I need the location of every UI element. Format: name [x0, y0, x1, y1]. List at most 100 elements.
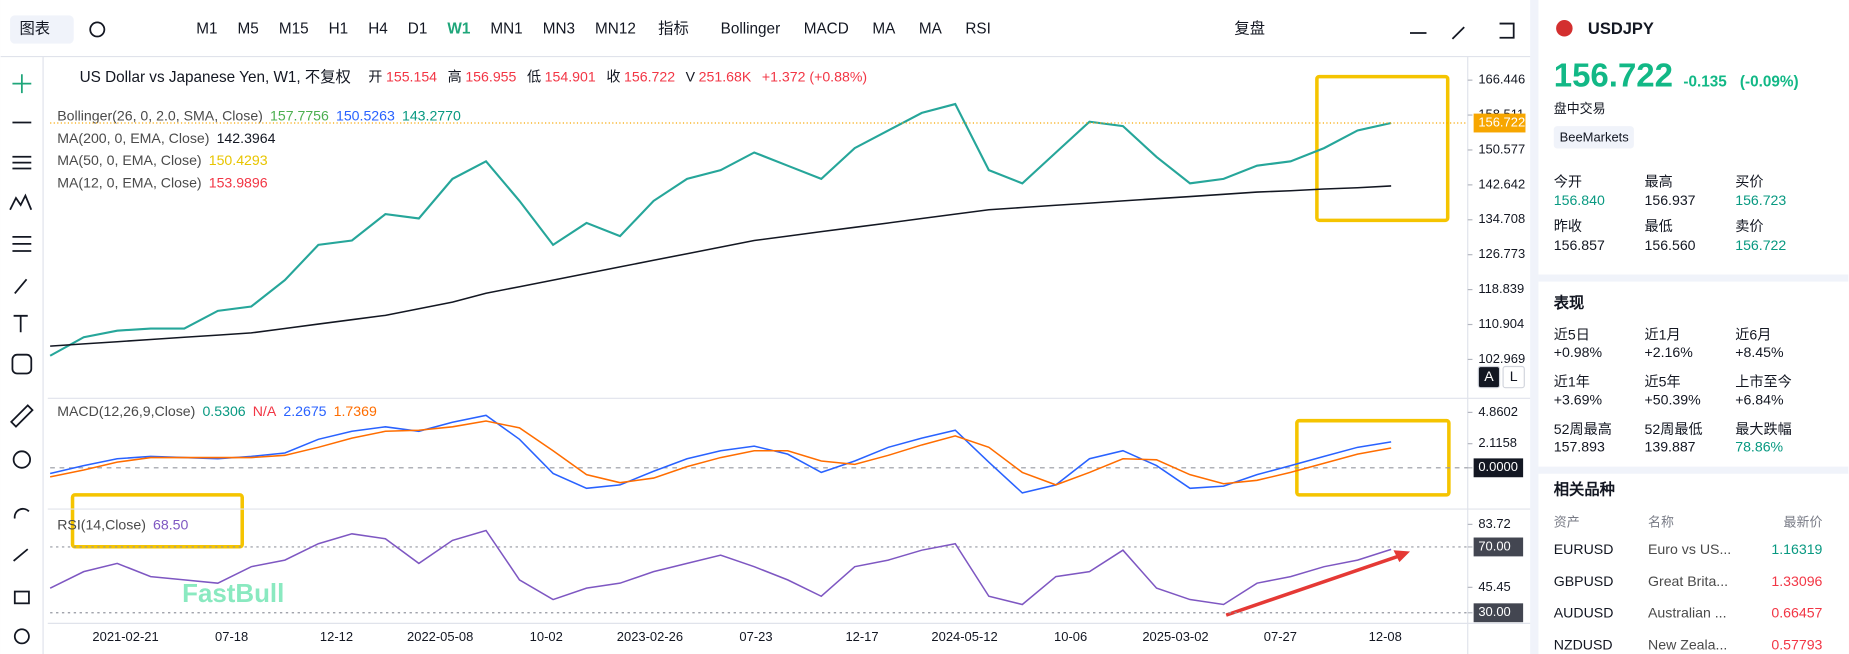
study-value: 150.4293	[209, 152, 268, 168]
delete-tool[interactable]	[13, 628, 30, 645]
timeframe-button[interactable]: MN12	[595, 21, 636, 38]
chart-menu[interactable]	[10, 15, 74, 44]
text-tool[interactable]	[13, 314, 28, 333]
y-tick-label: 70.00	[1478, 538, 1510, 553]
chart-menu-label: 图表	[20, 21, 51, 38]
scale-button[interactable]	[1502, 365, 1525, 389]
symbol: USDJPY	[1588, 20, 1654, 38]
ruler-tool[interactable]	[10, 404, 34, 428]
hide-tool[interactable]	[13, 548, 29, 562]
timeframe-button[interactable]: H4	[368, 21, 388, 38]
pattern-tool[interactable]	[9, 193, 33, 211]
timeframe-button[interactable]: W1	[447, 21, 470, 38]
y-tick-label: 166.446	[1478, 72, 1525, 87]
brush-tool[interactable]	[14, 278, 28, 294]
replay-button[interactable]: 复盘	[1234, 20, 1265, 38]
left-tools	[9, 21, 1515, 645]
related-price: 0.66457	[1771, 605, 1822, 621]
quote-label: 今开	[1554, 173, 1582, 189]
ohlc-label: 低	[527, 69, 541, 85]
indicator-button[interactable]: MA	[919, 21, 943, 38]
scale-button-label: A	[1484, 368, 1494, 384]
search-icon[interactable]	[89, 21, 106, 38]
timeframe-button[interactable]: M5	[238, 21, 259, 38]
perf-label: 近1月	[1644, 327, 1680, 343]
indicator-button[interactable]: MA	[872, 21, 896, 38]
related-name: Euro vs US...	[1648, 541, 1731, 557]
trend-arrow	[1225, 552, 1406, 617]
y-tick-label: 142.642	[1478, 176, 1525, 191]
perf-label: 52周最低	[1644, 421, 1702, 437]
study-value: N/A	[253, 403, 277, 419]
y-tick-label: 4.8602	[1478, 404, 1518, 419]
zoom-tool[interactable]	[12, 450, 31, 469]
timeframe-button[interactable]: M1	[196, 21, 217, 38]
series-line	[49, 420, 1392, 486]
chart-panel	[0, 0, 1531, 654]
quote-value: 156.857	[1554, 237, 1605, 253]
y-tick-label: 126.773	[1478, 246, 1525, 261]
table-header: 资产	[1554, 515, 1580, 530]
x-tick-label: 12-08	[1369, 629, 1402, 644]
price-change-pct: (-0.09%)	[1740, 74, 1799, 91]
study-name: MA(50, 0, EMA, Close)	[57, 152, 201, 168]
y-tick-label: 0.0000	[1478, 459, 1518, 474]
related-asset: NZDUSD	[1554, 636, 1613, 652]
study-name: MACD(12,26,9,Close)	[57, 403, 195, 419]
toolbar-icons[interactable]	[1409, 22, 1515, 40]
perf-label: 近5日	[1554, 327, 1590, 343]
last-price-label: 156.722	[1478, 114, 1525, 129]
timeframe-button[interactable]: D1	[408, 21, 428, 38]
quote-value: 156.840	[1554, 192, 1605, 208]
indicator-button[interactable]: Bollinger	[721, 21, 781, 38]
section-title: 表现	[1554, 294, 1585, 312]
indicators-button[interactable]: 指标	[658, 21, 689, 38]
study-name: Bollinger(26, 0, 2.0, SMA, Close)	[57, 107, 263, 123]
x-tick-label: 10-06	[1054, 629, 1087, 644]
x-tick-label: 2021-02-21	[92, 629, 158, 644]
ohlc-label: 开	[368, 69, 382, 85]
emoji-tool[interactable]	[11, 353, 33, 375]
crosshair-tool[interactable]	[12, 74, 32, 94]
quote-value: 156.723	[1735, 192, 1786, 208]
indicator-button[interactable]: RSI	[965, 21, 991, 38]
x-tick-label: 2025-03-02	[1142, 629, 1208, 644]
timeframe-button[interactable]: H1	[329, 21, 349, 38]
timeframe-button[interactable]: M15	[279, 21, 309, 38]
last-price-badge	[1473, 113, 1526, 133]
perf-value: 139.887	[1644, 439, 1695, 455]
quote-label: 昨收	[1554, 218, 1582, 234]
x-tick-label: 07-23	[739, 629, 772, 644]
symbol-title: US Dollar vs Japanese Yen, W1, 不复权	[80, 69, 351, 86]
scale-button[interactable]	[1477, 365, 1501, 389]
y-tick-label: 2.1158	[1478, 435, 1517, 450]
broker: BeeMarkets	[1560, 129, 1630, 144]
timeframe-button[interactable]: MN1	[490, 21, 522, 38]
channel-tool[interactable]	[12, 155, 32, 170]
study-name: MA(12, 0, EMA, Close)	[57, 175, 201, 191]
timeframe-button[interactable]: MN3	[543, 21, 575, 38]
perf-value: +3.69%	[1554, 391, 1603, 407]
perf-value: +6.84%	[1735, 391, 1784, 407]
ohlc-value: 154.901	[545, 69, 596, 85]
y-tick-label: 150.577	[1478, 141, 1525, 156]
perf-value: +0.98%	[1554, 344, 1603, 360]
lock-tool[interactable]	[13, 590, 30, 605]
perf-label: 52周最高	[1554, 421, 1612, 437]
study-value: 150.5263	[336, 107, 395, 123]
fib-tool[interactable]	[12, 235, 32, 252]
study-value: 153.9896	[209, 175, 268, 191]
perf-value: +8.45%	[1735, 344, 1784, 360]
perf-label: 近1年	[1554, 374, 1590, 390]
magnet-tool[interactable]	[13, 507, 30, 519]
series-line	[49, 102, 1392, 357]
indicator-button[interactable]: MACD	[804, 21, 849, 38]
y-tick-label: 45.45	[1478, 579, 1510, 594]
ohlc-label: V	[686, 69, 696, 85]
sidebar	[1538, 0, 1849, 654]
ohlc-value: 251.68K	[699, 69, 752, 85]
study-value: 1.7369	[334, 403, 377, 419]
related-price: 1.16319	[1771, 541, 1822, 557]
tick-badge	[1473, 603, 1524, 623]
